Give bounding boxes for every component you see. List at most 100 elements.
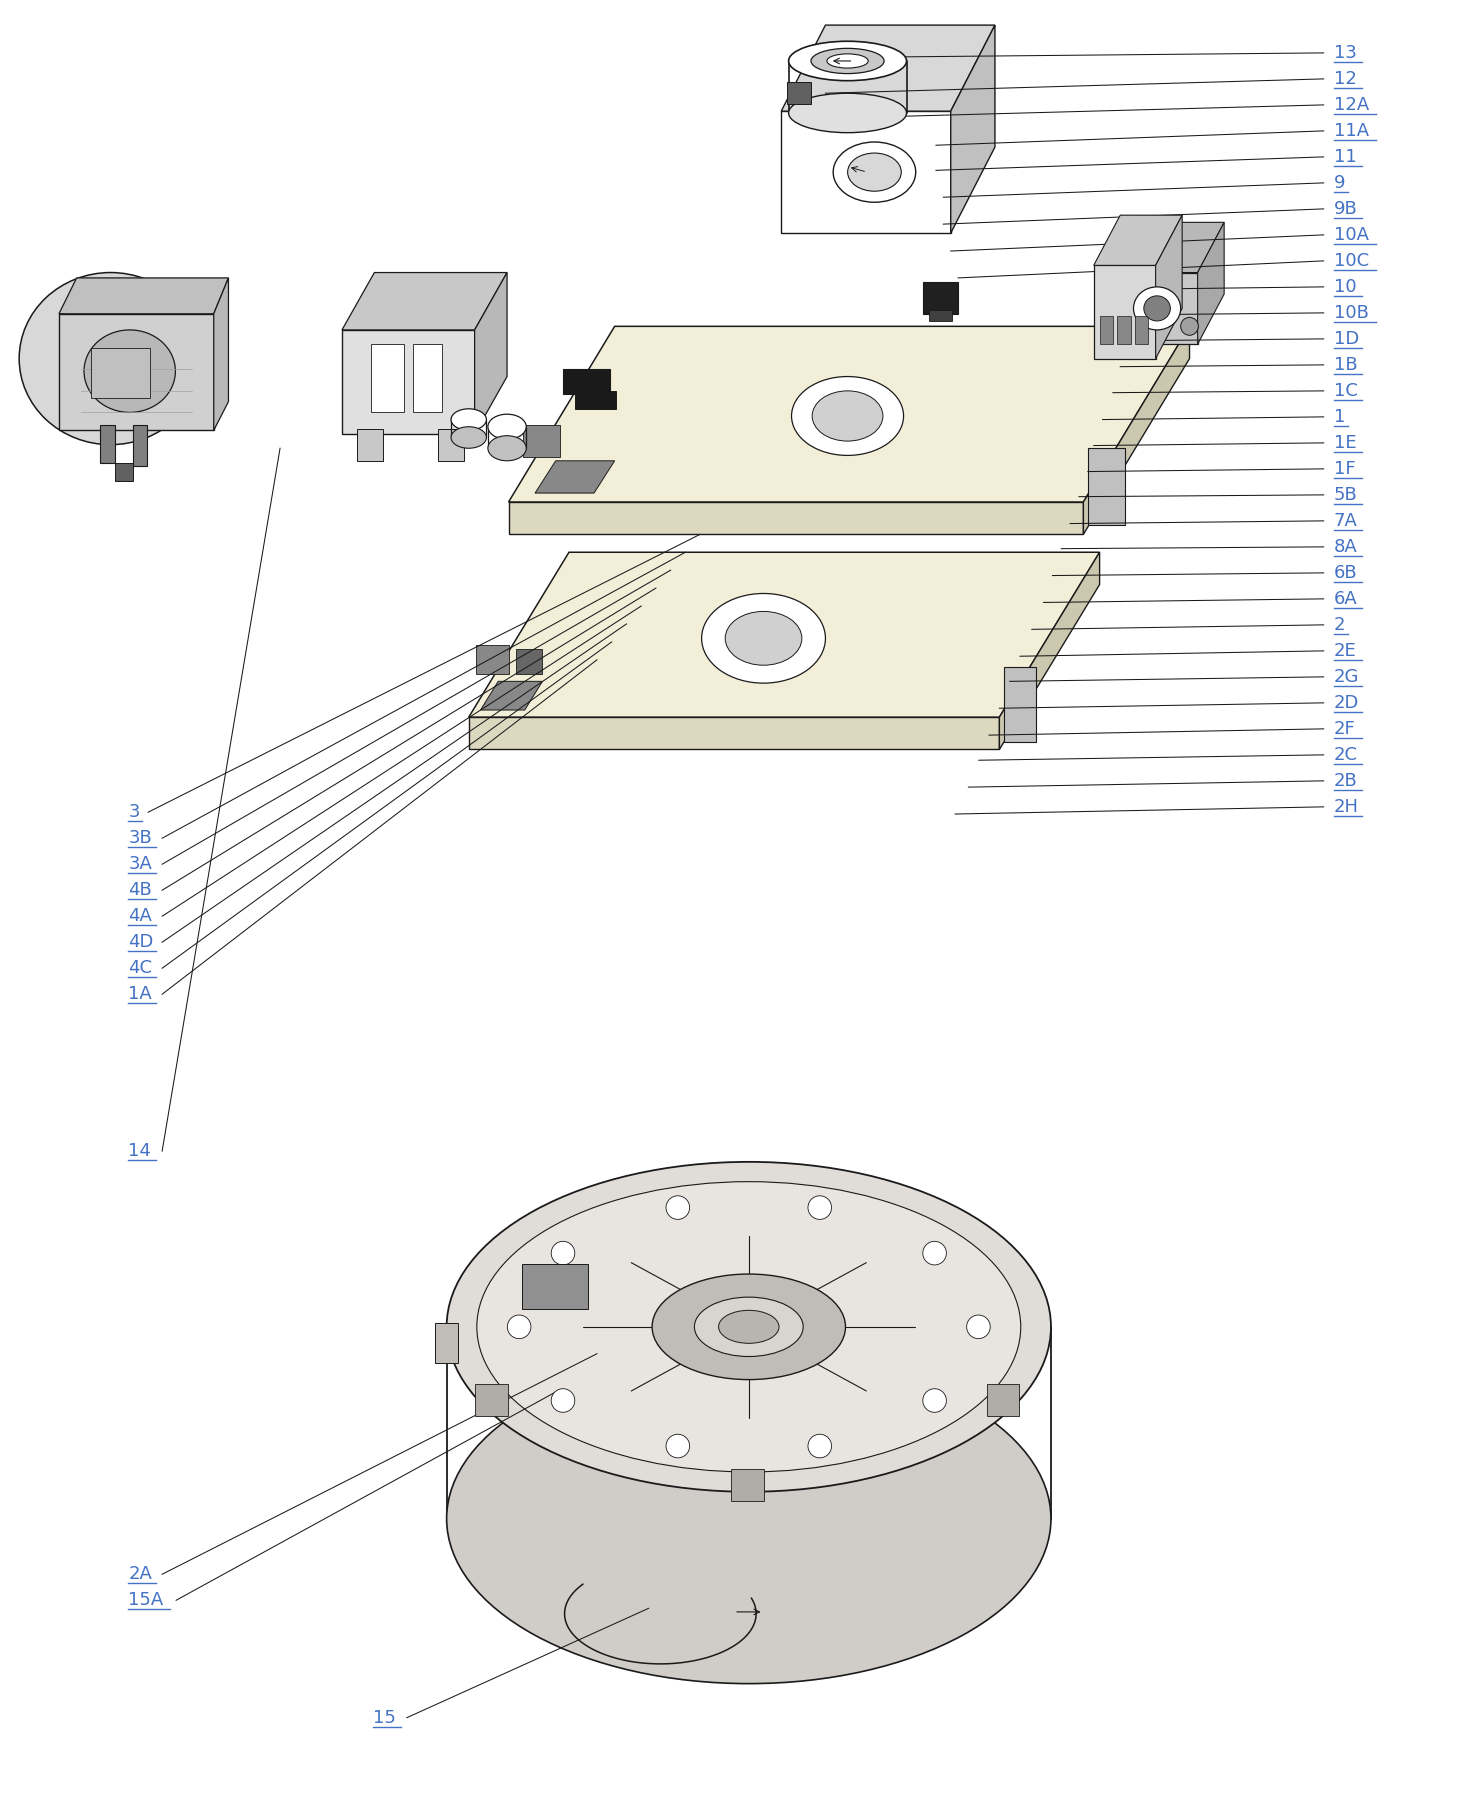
Bar: [91, 348, 150, 398]
Ellipse shape: [694, 1296, 803, 1357]
Text: 1E: 1E: [1334, 434, 1356, 452]
Polygon shape: [509, 502, 1083, 534]
Circle shape: [551, 1241, 575, 1264]
Text: 4C: 4C: [128, 959, 152, 977]
Polygon shape: [1197, 222, 1223, 344]
Polygon shape: [1094, 215, 1182, 265]
Text: 11A: 11A: [1334, 122, 1369, 140]
Text: 9: 9: [1334, 174, 1346, 192]
Text: 4D: 4D: [128, 932, 153, 952]
Circle shape: [666, 1196, 690, 1219]
Bar: [438, 429, 464, 461]
Ellipse shape: [848, 152, 901, 192]
Polygon shape: [951, 25, 995, 233]
Polygon shape: [1116, 222, 1223, 273]
Text: 3A: 3A: [128, 855, 152, 873]
Polygon shape: [1004, 667, 1036, 742]
Bar: [476, 645, 509, 674]
Text: 11: 11: [1334, 147, 1356, 167]
Polygon shape: [342, 273, 507, 330]
Text: 2H: 2H: [1334, 798, 1359, 816]
Polygon shape: [59, 278, 228, 314]
Text: 14: 14: [128, 1142, 152, 1160]
Ellipse shape: [19, 273, 202, 445]
Text: 1A: 1A: [128, 984, 152, 1004]
Text: 6A: 6A: [1334, 590, 1358, 608]
Ellipse shape: [84, 330, 175, 412]
Text: 5B: 5B: [1334, 486, 1358, 504]
Bar: [929, 310, 952, 321]
Bar: [516, 649, 542, 674]
Text: 15A: 15A: [128, 1590, 164, 1610]
Circle shape: [923, 1241, 946, 1264]
Text: 10A: 10A: [1334, 226, 1369, 244]
Polygon shape: [214, 278, 228, 430]
Bar: [435, 1323, 458, 1363]
Circle shape: [808, 1196, 831, 1219]
Polygon shape: [999, 552, 1100, 749]
Bar: [1100, 316, 1113, 344]
Polygon shape: [469, 552, 1100, 717]
Circle shape: [666, 1434, 690, 1458]
Ellipse shape: [451, 409, 486, 430]
Ellipse shape: [488, 436, 526, 461]
Text: 13: 13: [1334, 43, 1358, 63]
Bar: [731, 1468, 764, 1501]
Bar: [575, 391, 616, 409]
Polygon shape: [1116, 273, 1197, 344]
Bar: [522, 1264, 588, 1309]
Polygon shape: [371, 344, 404, 412]
Ellipse shape: [488, 414, 526, 439]
Ellipse shape: [812, 391, 883, 441]
Ellipse shape: [718, 1311, 778, 1343]
Text: 12A: 12A: [1334, 95, 1369, 115]
Text: 1D: 1D: [1334, 330, 1359, 348]
Bar: [988, 1384, 1020, 1416]
Ellipse shape: [447, 1354, 1051, 1684]
Ellipse shape: [1134, 287, 1181, 330]
Text: 2D: 2D: [1334, 694, 1359, 712]
Polygon shape: [1083, 326, 1190, 534]
Ellipse shape: [652, 1275, 846, 1379]
Ellipse shape: [827, 54, 868, 68]
Text: 2B: 2B: [1334, 771, 1358, 791]
Polygon shape: [1088, 448, 1125, 525]
Polygon shape: [475, 273, 507, 434]
Text: 2: 2: [1334, 615, 1346, 635]
Text: 7A: 7A: [1334, 511, 1358, 531]
Text: 10C: 10C: [1334, 251, 1369, 271]
Text: 9B: 9B: [1334, 199, 1358, 219]
Polygon shape: [100, 425, 115, 463]
Circle shape: [551, 1390, 575, 1413]
Bar: [523, 425, 560, 457]
Polygon shape: [413, 344, 442, 412]
Text: 2E: 2E: [1334, 642, 1356, 660]
Circle shape: [923, 1390, 946, 1413]
Bar: [357, 429, 383, 461]
Text: 10B: 10B: [1334, 303, 1369, 323]
Ellipse shape: [702, 593, 825, 683]
Text: 3: 3: [128, 803, 140, 821]
Polygon shape: [1094, 265, 1156, 359]
Text: 2A: 2A: [128, 1565, 152, 1583]
Polygon shape: [342, 330, 475, 434]
Polygon shape: [509, 326, 1190, 502]
Text: 15: 15: [373, 1709, 397, 1727]
Ellipse shape: [792, 377, 904, 455]
Text: 6B: 6B: [1334, 563, 1358, 583]
Text: 8A: 8A: [1334, 538, 1358, 556]
Ellipse shape: [789, 41, 907, 81]
Text: 1: 1: [1334, 407, 1346, 427]
Text: 4B: 4B: [128, 880, 152, 900]
Text: 2C: 2C: [1334, 746, 1358, 764]
Ellipse shape: [725, 611, 802, 665]
Ellipse shape: [447, 1162, 1051, 1492]
Text: 2F: 2F: [1334, 719, 1356, 739]
Ellipse shape: [1144, 296, 1170, 321]
Polygon shape: [481, 681, 542, 710]
Bar: [787, 82, 811, 104]
Polygon shape: [59, 314, 214, 430]
Polygon shape: [535, 461, 615, 493]
Text: 10: 10: [1334, 278, 1356, 296]
Circle shape: [507, 1314, 531, 1339]
